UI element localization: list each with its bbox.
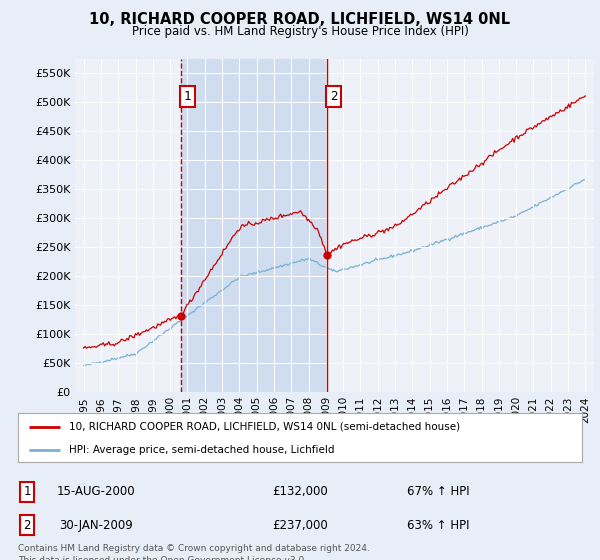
Text: 10, RICHARD COOPER ROAD, LICHFIELD, WS14 0NL (semi-detached house): 10, RICHARD COOPER ROAD, LICHFIELD, WS14…	[69, 422, 460, 432]
Text: Price paid vs. HM Land Registry's House Price Index (HPI): Price paid vs. HM Land Registry's House …	[131, 25, 469, 38]
Text: £237,000: £237,000	[272, 519, 328, 532]
Text: 67% ↑ HPI: 67% ↑ HPI	[407, 485, 469, 498]
Text: 63% ↑ HPI: 63% ↑ HPI	[407, 519, 469, 532]
Text: 10, RICHARD COOPER ROAD, LICHFIELD, WS14 0NL: 10, RICHARD COOPER ROAD, LICHFIELD, WS14…	[89, 12, 511, 27]
Text: HPI: Average price, semi-detached house, Lichfield: HPI: Average price, semi-detached house,…	[69, 445, 334, 455]
Text: 30-JAN-2009: 30-JAN-2009	[59, 519, 133, 532]
Text: 2: 2	[330, 90, 337, 103]
Text: £132,000: £132,000	[272, 485, 328, 498]
Text: 2: 2	[23, 519, 31, 532]
Text: 1: 1	[184, 90, 191, 103]
Text: 1: 1	[23, 485, 31, 498]
Bar	[181, 59, 327, 392]
Text: Contains HM Land Registry data © Crown copyright and database right 2024.
This d: Contains HM Land Registry data © Crown c…	[18, 544, 370, 560]
Text: 15-AUG-2000: 15-AUG-2000	[56, 485, 136, 498]
